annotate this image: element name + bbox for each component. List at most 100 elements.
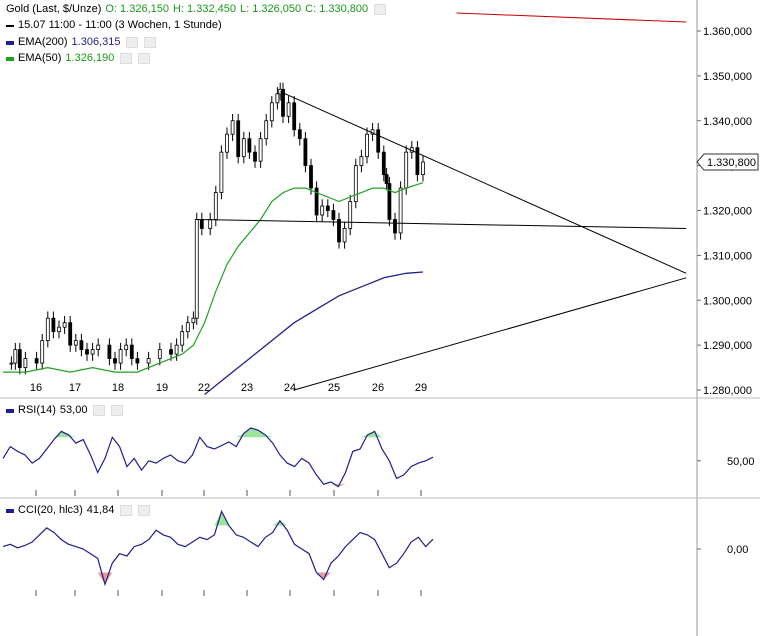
x-tick-label: 24: [284, 382, 296, 394]
cci-panel: [2, 509, 434, 587]
period-legend: 15.07 11:00 - 11:00 (3 Wochen, 1 Stunde): [6, 19, 222, 32]
rsi-overbought-fill: [360, 434, 368, 438]
red-trendline: [456, 12, 687, 23]
cci-line: [2, 509, 434, 587]
y-tick-label: 1.310,000: [703, 250, 752, 262]
candle-body: [208, 219, 213, 229]
candle-body: [365, 133, 369, 158]
candle-body: [169, 349, 173, 355]
ema50-value: 1.326,190: [65, 52, 115, 64]
candle-body: [85, 349, 89, 355]
candle-body: [191, 317, 196, 324]
candle-body: [376, 129, 381, 153]
settings-button[interactable]: [374, 4, 387, 15]
cci-value: 41,84: [86, 504, 115, 516]
ema200-color-icon: [6, 40, 14, 45]
candle-body: [96, 344, 101, 351]
y-tick-label: 1.350,000: [703, 71, 752, 83]
candle-body: [292, 102, 297, 131]
ema50-legend: EMA(50) 1.326,190: [6, 52, 151, 65]
ema50-line: [3, 182, 424, 373]
header-legend: Gold (Last, $/Unze) O: 1.326,150 H: 1.33…: [6, 3, 387, 16]
x-tick-label: 18: [112, 382, 124, 394]
ema50-label: EMA(50): [18, 52, 62, 64]
cci-overbought-fill: [214, 511, 222, 526]
ema200-close-button[interactable]: [144, 37, 157, 48]
candle-body: [146, 358, 151, 364]
candle-body: [73, 340, 78, 346]
cci-settings-button[interactable]: [120, 505, 133, 516]
ema200-legend: EMA(200) 1.306,315: [6, 36, 157, 49]
candle-body: [23, 358, 28, 368]
x-tick-label: 23: [241, 382, 253, 394]
candle-body: [174, 344, 179, 355]
close-value: C: 1.330,800: [305, 3, 369, 15]
rsi-value: 53,00: [59, 404, 88, 416]
candle-body: [107, 344, 112, 359]
ema200-value: 1.306,315: [71, 36, 121, 48]
rsi-label: RSI(14): [18, 404, 56, 416]
price-panel: [3, 12, 687, 396]
candle-body: [415, 147, 420, 176]
trendline: [279, 91, 687, 274]
candle-body: [393, 219, 397, 234]
candle-body: [331, 210, 336, 220]
ema50-close-button[interactable]: [138, 53, 151, 64]
candle-body: [185, 322, 190, 333]
cci-oversold-fill: [97, 572, 106, 585]
ema200-settings-button[interactable]: [126, 37, 139, 48]
trendline: [196, 218, 687, 229]
candle-body: [17, 349, 22, 368]
rsi-settings-button[interactable]: [93, 405, 106, 416]
candle-body: [62, 322, 67, 328]
candle-body: [303, 138, 308, 167]
cci-label: CCI(20, hlc3): [18, 504, 83, 516]
x-tick-label: 22: [198, 382, 210, 394]
candle-body: [225, 133, 229, 153]
rsi-overbought-fill: [243, 427, 251, 438]
candle-body: [236, 120, 241, 158]
candle-body: [219, 151, 224, 193]
candle-body: [337, 219, 341, 243]
candle-body: [247, 138, 252, 153]
rsi-panel: [2, 427, 434, 488]
cci-close-button[interactable]: [138, 505, 151, 516]
cci-color-icon: [6, 508, 14, 513]
y-tick-label: 1.290,000: [703, 340, 752, 352]
last-price-tag-text: 1.330,800: [707, 157, 756, 169]
candle-body: [309, 165, 313, 189]
candle-body: [297, 129, 302, 140]
candle-body: [348, 201, 353, 229]
candle-body: [404, 151, 409, 189]
candle-body: [286, 102, 291, 117]
candle-body: [40, 340, 45, 364]
candle-body: [353, 165, 358, 202]
candle-body: [264, 120, 269, 140]
open-value: O: 1.326,150: [105, 3, 169, 15]
candle-body: [90, 349, 95, 355]
candle-body: [45, 317, 50, 342]
low-value: L: 1.326,050: [239, 3, 302, 15]
candle-body: [57, 326, 61, 333]
candle-body: [320, 205, 325, 216]
last-price-tag-box: [696, 153, 759, 171]
candle-body: [129, 344, 134, 359]
candle-body: [275, 93, 280, 104]
rsi-close-button[interactable]: [111, 405, 124, 416]
y-tick-label: 1.340,000: [703, 116, 752, 128]
candle-body: [118, 349, 123, 364]
ema50-settings-button[interactable]: [120, 53, 133, 64]
x-tick-label: 26: [372, 382, 384, 394]
candle-body: [387, 183, 392, 220]
candle-body: [79, 340, 84, 351]
candle-body: [325, 205, 330, 211]
candle-body: [421, 161, 425, 176]
candle-body: [13, 349, 18, 364]
candle-body: [384, 174, 389, 184]
candle-body: [342, 228, 347, 243]
candle-body: [113, 358, 117, 364]
y-tick-label: 1.280,000: [703, 385, 752, 397]
ema200-line: [204, 271, 424, 396]
cci-oversold-fill: [105, 572, 113, 585]
